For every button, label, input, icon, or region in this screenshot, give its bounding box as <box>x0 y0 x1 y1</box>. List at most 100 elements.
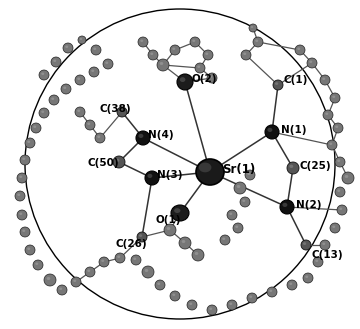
Ellipse shape <box>27 247 30 250</box>
Ellipse shape <box>170 291 180 301</box>
Text: N(3): N(3) <box>157 170 183 180</box>
Ellipse shape <box>99 257 109 267</box>
Ellipse shape <box>229 302 232 305</box>
Ellipse shape <box>174 208 180 213</box>
Ellipse shape <box>17 193 20 196</box>
Ellipse shape <box>255 39 258 42</box>
Ellipse shape <box>315 260 318 262</box>
Ellipse shape <box>89 67 99 77</box>
Ellipse shape <box>192 39 195 42</box>
Ellipse shape <box>189 302 192 305</box>
Ellipse shape <box>180 77 185 82</box>
Ellipse shape <box>75 107 85 117</box>
Ellipse shape <box>138 37 148 47</box>
Ellipse shape <box>95 133 105 143</box>
Ellipse shape <box>337 190 340 192</box>
Ellipse shape <box>35 263 38 265</box>
Ellipse shape <box>209 75 212 78</box>
Ellipse shape <box>20 155 30 165</box>
Text: C(38): C(38) <box>100 104 132 114</box>
Ellipse shape <box>101 260 104 262</box>
Ellipse shape <box>247 172 250 175</box>
Ellipse shape <box>19 175 22 178</box>
Text: C(1): C(1) <box>284 75 309 85</box>
Ellipse shape <box>65 45 68 48</box>
Ellipse shape <box>41 72 44 75</box>
Ellipse shape <box>49 95 59 105</box>
Ellipse shape <box>253 37 263 47</box>
Ellipse shape <box>145 171 159 185</box>
Ellipse shape <box>119 109 122 112</box>
Ellipse shape <box>195 63 205 73</box>
Ellipse shape <box>51 57 61 67</box>
Ellipse shape <box>303 273 313 283</box>
Ellipse shape <box>73 280 76 282</box>
Ellipse shape <box>227 300 237 310</box>
Ellipse shape <box>192 249 204 261</box>
Ellipse shape <box>115 253 125 263</box>
Ellipse shape <box>140 39 143 42</box>
Ellipse shape <box>297 47 300 50</box>
Ellipse shape <box>249 295 252 298</box>
Ellipse shape <box>273 80 283 90</box>
Ellipse shape <box>97 136 100 138</box>
Ellipse shape <box>247 293 257 303</box>
Ellipse shape <box>148 50 158 60</box>
Text: N(2): N(2) <box>296 200 321 210</box>
Ellipse shape <box>17 210 27 220</box>
Ellipse shape <box>157 59 169 71</box>
Ellipse shape <box>157 283 160 285</box>
Ellipse shape <box>207 305 217 315</box>
Text: C(50): C(50) <box>88 158 120 168</box>
Ellipse shape <box>322 78 325 80</box>
Ellipse shape <box>339 208 342 210</box>
Ellipse shape <box>39 70 49 80</box>
Ellipse shape <box>131 255 141 265</box>
Text: Sr(1): Sr(1) <box>222 163 255 176</box>
Ellipse shape <box>171 205 189 221</box>
Text: N(4): N(4) <box>148 130 174 140</box>
Ellipse shape <box>245 170 255 180</box>
Ellipse shape <box>337 205 347 215</box>
Ellipse shape <box>196 159 224 185</box>
Ellipse shape <box>44 274 56 286</box>
Ellipse shape <box>179 237 191 249</box>
Ellipse shape <box>289 165 293 168</box>
Ellipse shape <box>75 75 85 85</box>
Ellipse shape <box>251 26 253 28</box>
Ellipse shape <box>148 174 152 178</box>
Ellipse shape <box>115 159 119 162</box>
Ellipse shape <box>177 74 193 90</box>
Ellipse shape <box>77 78 80 80</box>
Text: N(1): N(1) <box>281 125 306 135</box>
Ellipse shape <box>150 53 153 55</box>
Ellipse shape <box>305 275 308 278</box>
Ellipse shape <box>39 108 49 118</box>
Ellipse shape <box>203 50 213 60</box>
Ellipse shape <box>25 245 35 255</box>
Ellipse shape <box>237 185 240 188</box>
Text: C(13): C(13) <box>311 250 343 260</box>
Ellipse shape <box>63 87 66 89</box>
Ellipse shape <box>322 242 325 245</box>
Ellipse shape <box>335 187 345 197</box>
Ellipse shape <box>77 110 80 112</box>
Ellipse shape <box>240 197 250 207</box>
Ellipse shape <box>142 266 154 278</box>
Ellipse shape <box>337 160 340 162</box>
Ellipse shape <box>172 47 175 50</box>
Ellipse shape <box>71 277 81 287</box>
Ellipse shape <box>320 75 330 85</box>
Ellipse shape <box>345 175 348 178</box>
Ellipse shape <box>167 227 170 230</box>
Ellipse shape <box>139 134 143 138</box>
Ellipse shape <box>57 285 67 295</box>
Ellipse shape <box>342 172 354 184</box>
Ellipse shape <box>85 267 95 277</box>
Ellipse shape <box>117 107 127 117</box>
Ellipse shape <box>267 287 277 297</box>
Ellipse shape <box>41 111 44 113</box>
Ellipse shape <box>136 131 150 145</box>
Text: O(1): O(1) <box>155 215 180 225</box>
Ellipse shape <box>25 138 35 148</box>
